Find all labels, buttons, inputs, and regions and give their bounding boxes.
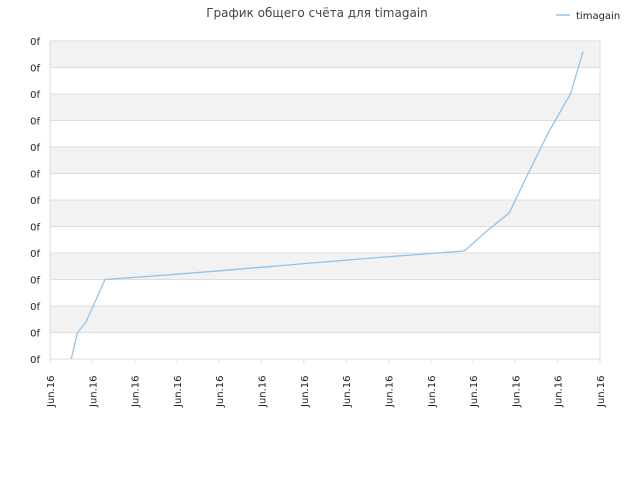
x-tick-label: Jun.16 (215, 375, 226, 408)
plot-bands (50, 41, 600, 359)
plot-band (50, 173, 600, 200)
legend-label: timagain (576, 11, 620, 22)
grid-lines (49, 40, 601, 360)
plot-band (50, 226, 600, 253)
plot-band (50, 200, 600, 227)
x-tick-label: Jun.16 (131, 375, 142, 408)
y-tick-label: 0f (30, 196, 40, 207)
x-tick-label: Jun.16 (173, 375, 184, 408)
y-tick-label: 0f (30, 143, 40, 154)
y-tick-label: 0f (30, 90, 40, 101)
x-tick-label: Jun.16 (46, 375, 57, 408)
x-tick-label: Jun.16 (342, 375, 353, 408)
y-tick-label: 0f (30, 302, 40, 313)
plot-band (50, 306, 600, 333)
plot-band (50, 253, 600, 280)
x-tick-label: Jun.16 (258, 375, 269, 408)
y-tick-label: 0f (30, 37, 40, 48)
y-tick-label: 0f (30, 249, 40, 260)
plot-band (50, 41, 600, 68)
series-group (70, 51, 584, 360)
plot-band (50, 94, 600, 121)
plot-band (50, 279, 600, 306)
x-tick-label: Jun.16 (511, 375, 522, 408)
x-tick-label: Jun.16 (88, 375, 99, 408)
x-tick-label: Jun.16 (384, 375, 395, 408)
plot-band (50, 67, 600, 94)
x-tick-label: Jun.16 (300, 375, 311, 408)
series-line-timagain (70, 51, 584, 360)
x-tick-label: Jun.16 (554, 375, 565, 408)
x-tick-label: Jun.16 (596, 375, 607, 408)
x-axis: Jun.16 Jun.16 Jun.16 Jun.16 Jun.16 Jun.16 Jun.… (46, 359, 607, 408)
y-axis: 0f 0f 0f 0f 0f 0f 0f 0f 0f 0f 0f 0f 0f (30, 37, 40, 366)
legend[interactable]: timagain (556, 11, 620, 22)
y-tick-label: 0f (30, 276, 40, 287)
y-tick-label: 0f (30, 223, 40, 234)
y-tick-label: 0f (30, 117, 40, 128)
x-tick-label: Jun.16 (427, 375, 438, 408)
plot-band (50, 147, 600, 174)
chart-title: График общего счёта для timagain (206, 6, 428, 20)
y-tick-label: 0f (30, 329, 40, 340)
plot-band (50, 332, 600, 359)
y-tick-label: 0f (30, 170, 40, 181)
x-tick-label: Jun.16 (469, 375, 480, 408)
y-tick-label: 0f (30, 64, 40, 75)
y-tick-label: 0f (30, 355, 40, 366)
plot-band (50, 120, 600, 147)
